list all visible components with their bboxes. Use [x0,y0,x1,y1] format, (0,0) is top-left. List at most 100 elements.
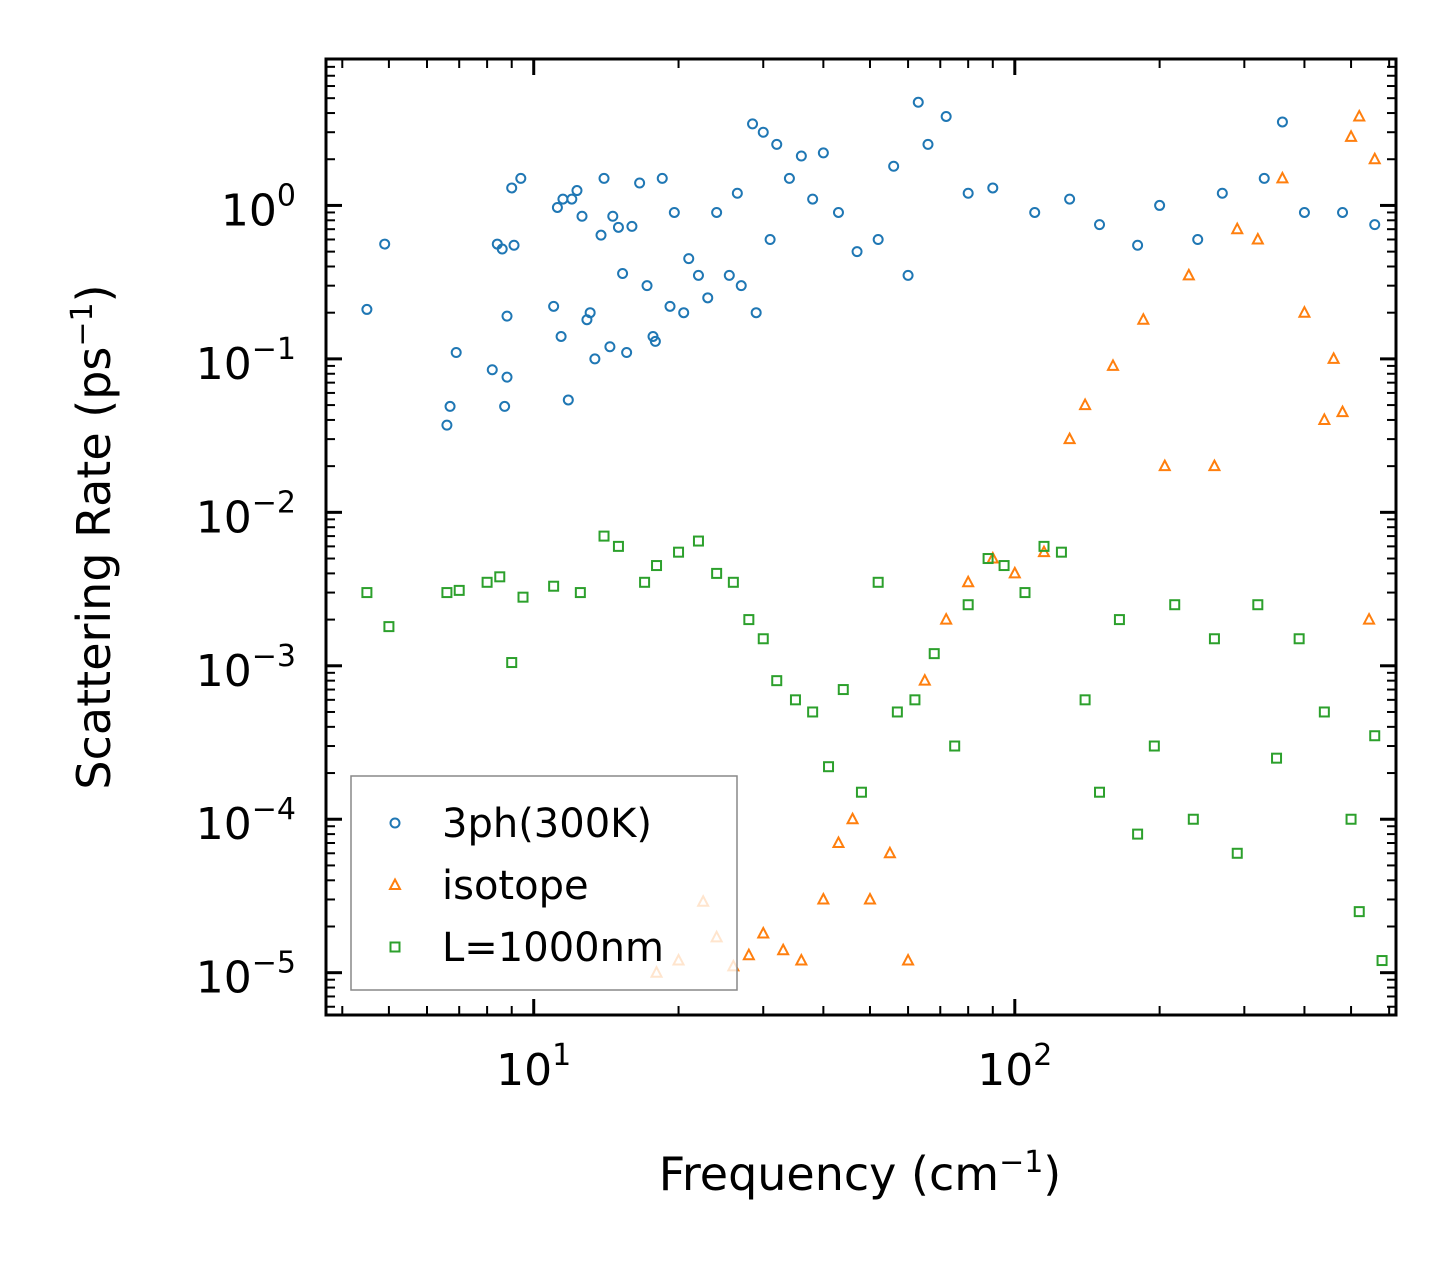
data-point [566,193,578,205]
data-point [499,400,511,412]
data-point [1337,206,1349,218]
data-point [1362,611,1376,625]
data-point [1113,614,1125,626]
data-point [735,280,747,292]
legend-marker [389,941,401,953]
data-point [998,560,1010,572]
data-point [506,182,518,194]
data-point [845,811,860,825]
data-point [551,201,563,213]
data-point [912,96,924,108]
data-point [1187,813,1199,825]
legend-entry: L=1000nm [389,925,664,971]
data-point [1064,193,1076,205]
data-point [626,220,638,232]
data-point [361,303,373,315]
data-point [1368,151,1382,165]
data-point [634,177,646,189]
data-point [837,684,849,696]
data-point [1158,458,1172,472]
data-point [1376,955,1388,967]
data-point [441,419,453,431]
data-point [548,580,560,592]
data-point [1078,397,1092,411]
data-point [1369,219,1381,231]
y-tick-label: 10−4 [196,792,296,850]
data-point [1216,187,1228,199]
y-tick-label: 10−1 [196,332,296,390]
data-point [361,587,373,599]
data-point [664,300,676,312]
data-point [807,193,819,205]
y-tick-label: 10−3 [196,639,296,697]
data-point [1106,358,1120,371]
data-point [515,172,527,184]
data-point [922,138,934,150]
data-point [649,335,661,347]
data-point [1062,431,1077,445]
data-point [1293,633,1305,645]
data-point [851,246,863,258]
data-point [731,187,743,199]
data-point [501,310,513,322]
data-point [1317,412,1332,425]
data-point [795,150,807,162]
data-point [757,126,769,138]
data-point [750,307,762,319]
data-point [823,761,835,773]
data-point [617,268,629,280]
data-point [692,535,704,547]
data-point [1094,219,1106,231]
data-point [1258,172,1270,184]
data-point [598,172,610,184]
data-point [1298,206,1310,218]
data-point [584,307,596,319]
data-point [1055,546,1067,558]
data-point [1207,458,1222,472]
data-point [789,694,801,706]
data-point [589,353,601,365]
data-point [756,925,770,939]
y-tick-label: 10−2 [196,485,296,543]
data-point [1252,599,1264,611]
data-point [855,786,867,798]
legend-items: 3ph(300K) isotope L=1000nm [388,801,664,971]
data-point [486,364,498,376]
data-point [832,206,844,218]
data-point [639,576,651,588]
data-point [1208,633,1220,645]
data-point [548,300,560,312]
data-point [807,706,819,718]
data-point [743,614,755,626]
plot-markers [361,96,1388,978]
data-point [702,292,714,304]
data-point [1148,740,1160,752]
data-point [383,621,395,633]
legend-entry: 3ph(300K) [389,801,652,847]
data-point [747,118,759,130]
data-point [1192,233,1204,245]
data-point [872,576,884,588]
data-point [1369,730,1381,742]
data-point [1029,206,1041,218]
data-point [831,835,846,849]
data-point [692,269,704,281]
data-point [494,571,506,583]
legend-label: L=1000nm [442,925,664,971]
data-point [1344,129,1358,142]
data-point [441,587,453,599]
data-point [872,233,884,245]
data-point [453,584,465,596]
data-point [1353,906,1365,918]
data-point [757,633,769,645]
data-point [621,347,633,359]
data-point [1275,170,1290,184]
y-axis-title: Scattering Rate (ps−1) [65,284,121,789]
data-point [783,172,795,184]
data-point [1352,108,1366,122]
data-point [1019,587,1031,599]
data-point [1231,847,1243,859]
data-point [727,576,739,588]
axis-ticks [326,58,1396,1015]
data-point [1271,752,1283,764]
